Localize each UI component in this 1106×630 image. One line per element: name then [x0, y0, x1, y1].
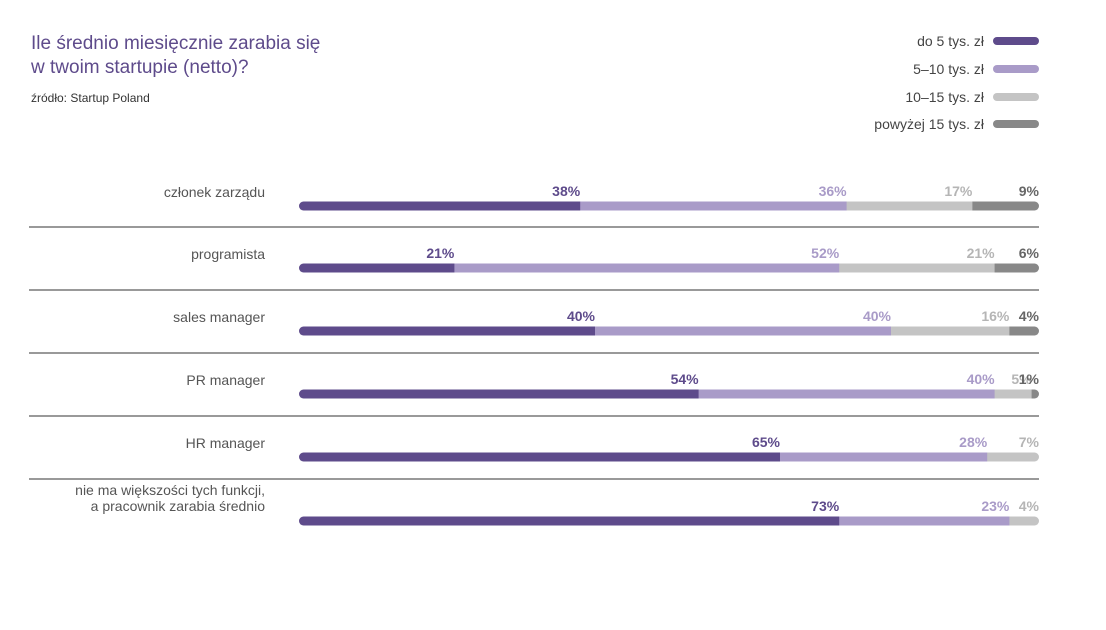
- value-label: 40%: [967, 371, 996, 387]
- category-label: a pracownik zarabia średnio: [91, 498, 266, 514]
- value-label: 21%: [426, 245, 455, 261]
- bar-segment: [846, 201, 973, 211]
- value-label: 38%: [552, 183, 581, 199]
- bar-group: [299, 452, 1039, 462]
- value-label: 54%: [671, 371, 700, 387]
- bar-segment: [299, 389, 700, 399]
- legend-label: 5–10 tys. zł: [913, 61, 984, 77]
- legend-item-powyzej-15: powyżej 15 tys. zł: [874, 114, 1039, 134]
- category-label: HR manager: [186, 435, 266, 451]
- bar-group: [299, 326, 1039, 336]
- bar-segment: [595, 326, 892, 336]
- category-label: członek zarządu: [164, 184, 265, 200]
- category-label: programista: [191, 246, 265, 262]
- bar-segment: [299, 263, 455, 273]
- value-label: 65%: [752, 434, 781, 450]
- value-label: 9%: [1019, 183, 1040, 199]
- bar-group: [299, 201, 1039, 211]
- bar-segment: [1009, 516, 1039, 526]
- value-label: 21%: [967, 245, 996, 261]
- bar-segment: [698, 389, 996, 399]
- bar-segment: [299, 516, 840, 526]
- value-label: 1%: [1019, 371, 1040, 387]
- value-label: 5%: [1011, 371, 1032, 387]
- bar-segment: [987, 452, 1039, 462]
- legend-item-do-5: do 5 tys. zł: [917, 31, 1039, 51]
- value-label: 73%: [811, 498, 840, 514]
- bar-segment: [839, 263, 996, 273]
- bar-segment: [454, 263, 840, 273]
- bar-segment: [839, 516, 1010, 526]
- legend-label: 10–15 tys. zł: [905, 89, 984, 105]
- value-label: 40%: [863, 308, 892, 324]
- bar-segment: [994, 389, 1033, 399]
- value-label: 4%: [1019, 498, 1040, 514]
- value-label: 16%: [981, 308, 1010, 324]
- bar-segment: [299, 452, 781, 462]
- value-label: 17%: [944, 183, 973, 199]
- legend-swatch: [993, 120, 1039, 128]
- chart-title: Ile średnio miesięcznie zarabia się w tw…: [31, 32, 451, 80]
- value-label: 52%: [811, 245, 840, 261]
- value-label: 40%: [567, 308, 596, 324]
- value-label: 23%: [981, 498, 1010, 514]
- legend-swatch: [993, 65, 1039, 73]
- bar-group: [299, 516, 1039, 526]
- category-label: PR manager: [186, 372, 265, 388]
- value-label: 28%: [959, 434, 988, 450]
- bar-segment: [1009, 326, 1039, 336]
- value-label: 4%: [1019, 308, 1040, 324]
- bar-segment: [299, 201, 581, 211]
- legend-swatch: [993, 37, 1039, 45]
- legend-item-5-10: 5–10 tys. zł: [913, 59, 1039, 79]
- bar-segment: [580, 201, 848, 211]
- bar-segment: [299, 326, 596, 336]
- bar-group: [299, 263, 1039, 273]
- bar-segment: [994, 263, 1039, 273]
- value-label: 7%: [1019, 434, 1040, 450]
- bar-segment: [972, 201, 1039, 211]
- bar-segment: [1031, 389, 1039, 399]
- legend-item-10-15: 10–15 tys. zł: [905, 87, 1039, 107]
- legend-label: powyżej 15 tys. zł: [874, 116, 984, 132]
- chart-title-line-1: Ile średnio miesięcznie zarabia się: [31, 33, 321, 54]
- legend-swatch: [993, 93, 1039, 101]
- value-label: 36%: [819, 183, 848, 199]
- category-label: nie ma większości tych funkcji,: [75, 482, 265, 498]
- chart-title-line-2: w twoim startupie (netto)?: [31, 57, 249, 78]
- bar-segment: [780, 452, 988, 462]
- bar-group: [299, 389, 1039, 399]
- category-label: sales manager: [173, 309, 265, 325]
- legend-label: do 5 tys. zł: [917, 33, 984, 49]
- value-label: 6%: [1019, 245, 1040, 261]
- chart-source: źródło: Startup Poland: [31, 91, 150, 105]
- bar-segment: [891, 326, 1010, 336]
